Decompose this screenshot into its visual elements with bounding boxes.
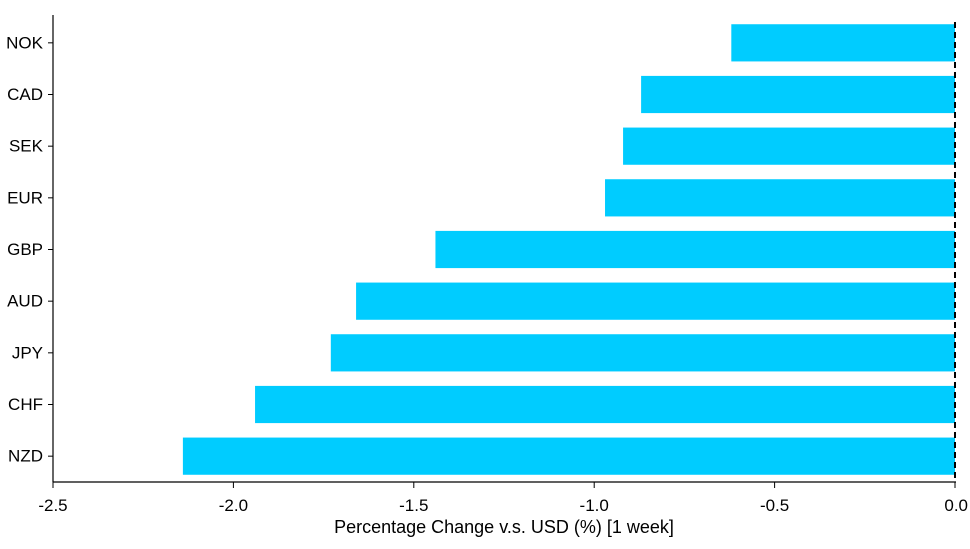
x-axis-title: Percentage Change v.s. USD (%) [1 week] <box>334 517 674 537</box>
bar-eur <box>605 179 955 217</box>
bar-cad <box>641 75 955 114</box>
x-tick-label: 0.0 <box>944 496 968 515</box>
bar-aud <box>356 282 955 320</box>
x-tick-label: -2.5 <box>38 496 67 515</box>
y-tick-label-aud: AUD <box>7 292 43 311</box>
bar-nzd <box>182 437 955 475</box>
bar-jpy <box>330 334 955 372</box>
y-tick-label-gbp: GBP <box>7 240 43 259</box>
y-tick-label-chf: CHF <box>8 395 43 414</box>
bar-nok <box>731 24 955 62</box>
y-tick-labels: NOK CAD SEK EUR GBP AUD JPY CHF NZD <box>6 33 53 466</box>
x-tick-label: -2.0 <box>219 496 248 515</box>
y-tick-label-eur: EUR <box>7 188 43 207</box>
y-tick-label-sek: SEK <box>9 137 44 156</box>
y-tick-label-nzd: NZD <box>8 447 43 466</box>
bar-gbp <box>435 230 955 269</box>
x-tick-label: -0.5 <box>760 496 789 515</box>
y-tick-label-jpy: JPY <box>12 343 43 362</box>
bar-chf <box>255 385 956 424</box>
bar-sek <box>623 127 955 165</box>
x-tick-label: -1.0 <box>580 496 609 515</box>
bars-group <box>182 24 956 475</box>
y-tick-label-nok: NOK <box>6 33 44 52</box>
y-tick-label-cad: CAD <box>7 85 43 104</box>
x-tick-label: -1.5 <box>399 496 428 515</box>
x-ticks: -2.5 -2.0 -1.5 -1.0 -0.5 0.0 <box>38 482 968 515</box>
